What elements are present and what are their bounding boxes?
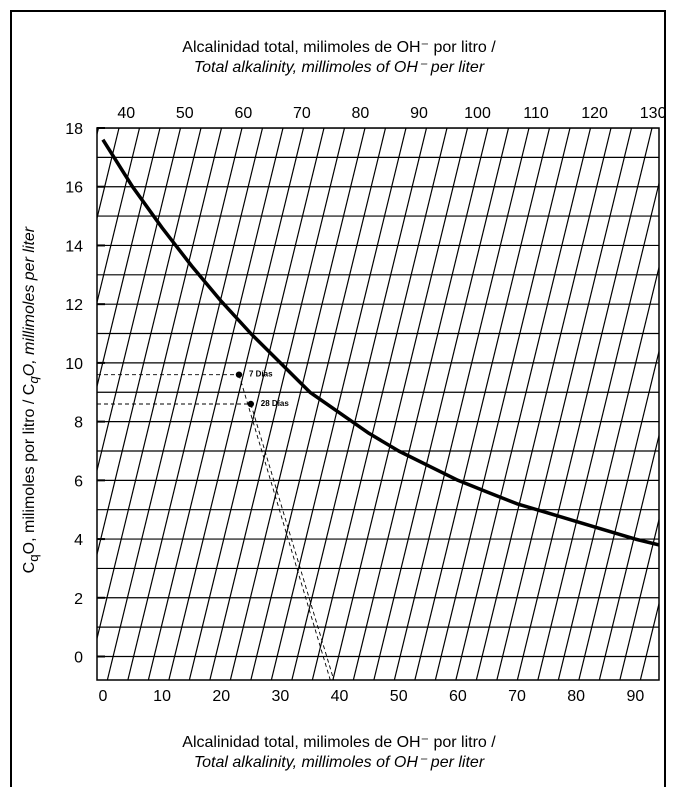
- slant-gridline: [578, 348, 659, 680]
- x-bottom-tick-label: 0: [98, 688, 107, 705]
- slant-gridline: [0, 128, 78, 680]
- slant-gridline: [97, 128, 141, 305]
- x-bottom-tick-label: 90: [626, 688, 644, 705]
- x-top-tick-label: 40: [117, 105, 135, 122]
- slant-gridline: [97, 128, 100, 137]
- bottom-xlabel-spanish: Alcalinidad total, milimoles de OH⁻ por …: [182, 734, 496, 751]
- slant-gridline: [188, 128, 325, 680]
- top-title-english: Total alkalinity, millimoles of OH⁻ per …: [193, 59, 485, 76]
- slant-gridline: [97, 128, 161, 389]
- data-point-label: 7 Días: [249, 370, 273, 379]
- slant-gridline: [455, 128, 592, 680]
- y-tick-label: 0: [74, 650, 83, 667]
- x-top-tick-label: 100: [464, 105, 491, 122]
- slant-gridline: [475, 128, 612, 680]
- x-bottom-tick-label: 50: [390, 688, 408, 705]
- slant-gridline: [250, 128, 387, 680]
- slant-gridline: [168, 128, 305, 680]
- x-bottom-tick-label: 80: [567, 688, 585, 705]
- slant-gridline: [516, 128, 653, 680]
- slant-gridline: [619, 517, 659, 680]
- x-bottom-tick-label: 30: [271, 688, 289, 705]
- y-tick-label: 14: [65, 238, 83, 255]
- series-curve: [101, 138, 659, 547]
- y-tick-label: 8: [74, 415, 83, 432]
- chart-frame: [10, 10, 666, 787]
- slant-gridline: [496, 128, 633, 680]
- slant-gridline: [537, 180, 659, 680]
- y-tick-label: 6: [74, 473, 83, 490]
- x-top-tick-label: 80: [352, 105, 370, 122]
- x-bottom-tick-label: 20: [212, 688, 230, 705]
- data-point-label: 28 Días: [261, 399, 290, 408]
- y-tick-label: 2: [74, 591, 83, 608]
- bottom-xlabel-english: Total alkalinity, millimoles of OH⁻ per …: [193, 754, 485, 771]
- x-top-tick-label: 90: [410, 105, 428, 122]
- y-tick-label: 18: [65, 121, 83, 138]
- top-title-spanish: Alcalinidad total, milimoles de OH⁻ por …: [182, 39, 496, 56]
- x-top-tick-label: 60: [234, 105, 252, 122]
- slant-gridline: [332, 128, 469, 680]
- x-top-tick-label: 120: [581, 105, 608, 122]
- slant-gridline: [209, 128, 346, 680]
- plot-area: [0, 128, 678, 680]
- x-top-tick-label: 130: [640, 105, 667, 122]
- point-guide-slant: [238, 374, 331, 681]
- data-point: [247, 400, 255, 408]
- slant-gridline: [291, 128, 428, 680]
- slant-gridline: [557, 264, 659, 680]
- data-point: [235, 371, 243, 378]
- y-tick-label: 10: [65, 356, 83, 373]
- y-tick-label: 4: [74, 532, 83, 549]
- slant-gridline: [434, 128, 571, 680]
- slant-gridline: [147, 128, 284, 680]
- slant-gridline: [661, 128, 678, 680]
- point-guide-slant: [250, 403, 335, 681]
- x-bottom-tick-label: 40: [331, 688, 349, 705]
- slant-gridline: [352, 128, 489, 680]
- x-top-tick-label: 110: [523, 105, 549, 122]
- x-bottom-tick-label: 70: [508, 688, 526, 705]
- slant-gridline: [311, 128, 448, 680]
- x-top-tick-label: 50: [176, 105, 194, 122]
- slant-gridline: [393, 128, 530, 680]
- x-top-tick-label: 70: [293, 105, 311, 122]
- slant-gridline: [270, 128, 407, 680]
- slant-gridline: [229, 128, 366, 680]
- x-bottom-tick-label: 60: [449, 688, 467, 705]
- slant-gridline: [598, 432, 659, 680]
- slant-gridline: [0, 128, 58, 680]
- y-tick-label: 16: [65, 180, 83, 197]
- slant-gridline: [373, 128, 510, 680]
- slant-gridline: [414, 128, 551, 680]
- slant-gridline: [0, 128, 37, 680]
- y-tick-label: 12: [65, 297, 83, 314]
- x-bottom-tick-label: 10: [153, 688, 171, 705]
